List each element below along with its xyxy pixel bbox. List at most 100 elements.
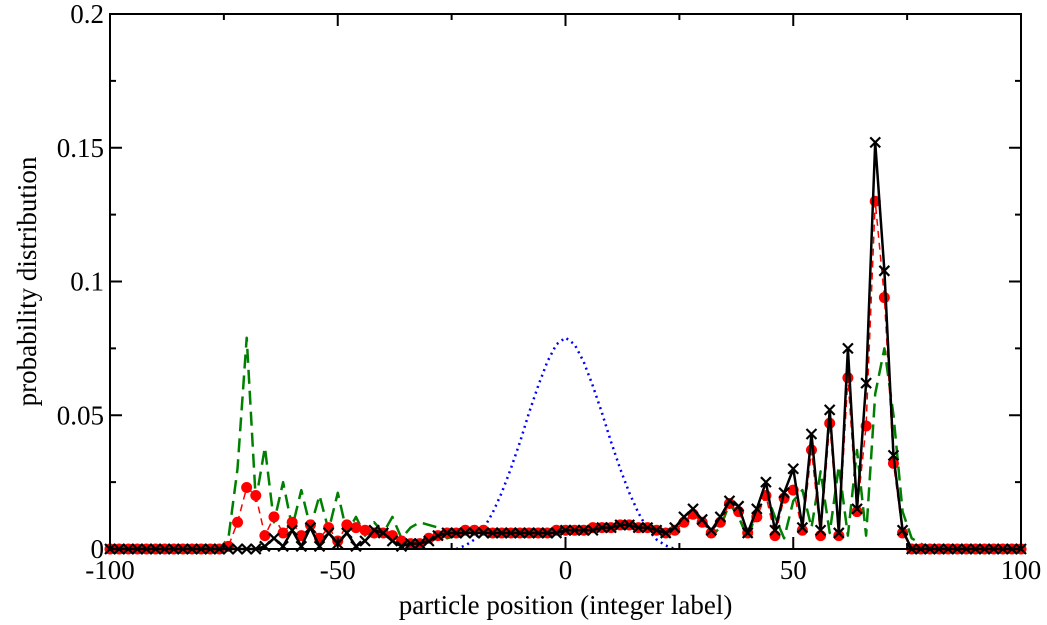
data-point xyxy=(723,495,736,507)
data-point xyxy=(505,527,517,539)
data-point xyxy=(322,527,335,539)
data-point xyxy=(550,527,563,539)
data-point xyxy=(714,511,727,523)
data-point xyxy=(796,521,809,534)
series-line xyxy=(110,200,1021,550)
x-tick-label: 100 xyxy=(1001,555,1042,585)
data-point xyxy=(286,524,298,537)
data-point xyxy=(304,521,317,534)
data-point xyxy=(732,500,745,512)
data-point xyxy=(650,524,663,537)
x-axis-title: particle position (integer label) xyxy=(399,590,733,620)
data-point xyxy=(896,524,909,537)
data-point xyxy=(577,524,590,537)
y-tick-label: 0.05 xyxy=(57,400,104,430)
data-point xyxy=(359,524,371,536)
series-0-dotted xyxy=(455,336,676,551)
data-point xyxy=(232,516,244,528)
data-point xyxy=(741,527,754,539)
y-tick-label: 0.2 xyxy=(70,0,104,29)
data-point xyxy=(441,527,453,539)
data-point xyxy=(823,404,836,416)
data-point xyxy=(341,519,353,531)
x-tick-label: 50 xyxy=(780,555,807,585)
data-point xyxy=(477,527,490,539)
data-point xyxy=(705,527,717,539)
data-point xyxy=(659,527,672,539)
data-point xyxy=(705,524,718,537)
data-point xyxy=(842,372,854,384)
y-tick-label: 0.15 xyxy=(57,133,104,163)
data-point xyxy=(751,503,763,515)
x-tick-label: -50 xyxy=(320,555,356,585)
data-point xyxy=(250,490,262,501)
data-point xyxy=(796,524,808,536)
x-tick-label: -100 xyxy=(85,555,135,585)
data-point xyxy=(869,136,882,149)
axes-layer: -100 -50 0 50 100 0 0.05 0.1 0.15 0.2 xyxy=(57,0,1042,585)
data-point xyxy=(805,428,818,440)
series-1-dashed xyxy=(110,336,1021,551)
x-tick-label: 0 xyxy=(559,555,573,585)
data-point xyxy=(541,527,554,539)
data-point xyxy=(532,527,544,539)
series-line xyxy=(455,336,676,551)
data-point xyxy=(678,511,690,523)
y-tick-label: 0 xyxy=(91,534,105,564)
data-point xyxy=(760,476,772,488)
data-point xyxy=(468,527,481,539)
data-point xyxy=(404,537,417,550)
data-point xyxy=(268,532,280,545)
data-point xyxy=(413,537,426,550)
data-point xyxy=(605,521,617,534)
data-point xyxy=(304,519,316,531)
series-layer xyxy=(104,136,1027,555)
data-point xyxy=(377,527,390,539)
data-point xyxy=(450,527,462,539)
data-point xyxy=(769,524,781,537)
data-point xyxy=(587,524,599,537)
data-point xyxy=(787,462,800,475)
data-point xyxy=(341,527,353,539)
data-point xyxy=(423,535,435,547)
data-point xyxy=(277,527,289,539)
y-axis-title: probability distribution xyxy=(12,156,42,406)
data-point xyxy=(432,529,444,542)
data-point xyxy=(559,524,572,537)
y-tick-label: 0.1 xyxy=(70,267,104,297)
data-point xyxy=(669,524,681,536)
data-point xyxy=(833,530,845,542)
data-point xyxy=(860,377,872,389)
data-point xyxy=(268,511,280,523)
data-point xyxy=(696,513,708,526)
data-point xyxy=(623,519,636,531)
data-point xyxy=(259,530,271,542)
data-point xyxy=(614,519,626,531)
data-point xyxy=(814,524,827,537)
data-point xyxy=(842,342,854,355)
data-point xyxy=(687,503,699,515)
data-point xyxy=(669,521,681,534)
series-2-dashed-markers xyxy=(104,195,1027,555)
data-point xyxy=(833,527,845,539)
data-point xyxy=(359,535,371,547)
data-point xyxy=(286,516,298,528)
data-point xyxy=(887,449,900,462)
data-point xyxy=(641,521,654,534)
data-point xyxy=(350,522,362,534)
data-point xyxy=(486,527,499,539)
data-point xyxy=(596,521,608,534)
data-point xyxy=(368,524,380,537)
data-point xyxy=(495,527,508,539)
data-point xyxy=(514,527,526,539)
data-point xyxy=(851,503,863,515)
data-point xyxy=(851,506,863,518)
data-point xyxy=(696,516,708,528)
data-point xyxy=(878,265,891,277)
data-point xyxy=(459,527,472,539)
data-point xyxy=(241,481,253,493)
data-point xyxy=(778,487,790,499)
data-point xyxy=(386,535,399,547)
data-point xyxy=(523,527,535,539)
